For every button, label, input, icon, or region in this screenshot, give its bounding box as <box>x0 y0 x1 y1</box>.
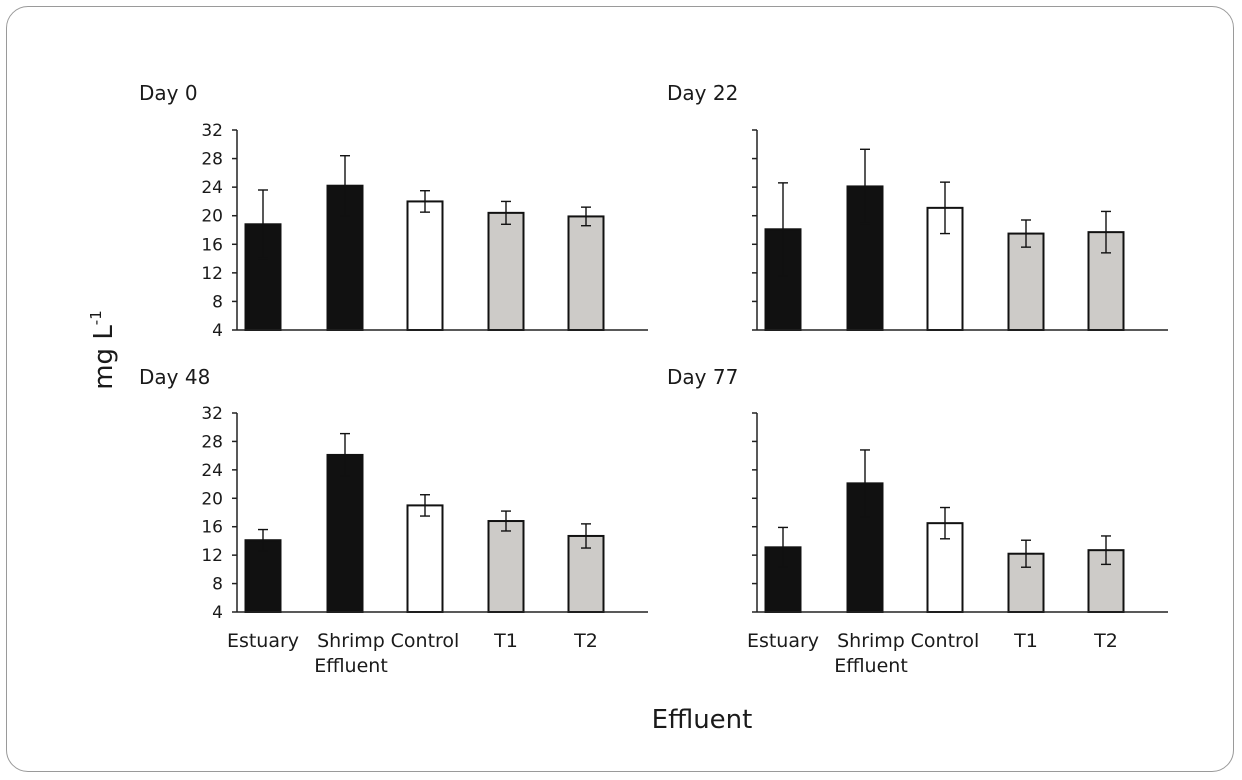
panel-title: Day 48 <box>139 365 210 389</box>
panel-title: Day 0 <box>139 81 198 105</box>
bar <box>1007 232 1045 331</box>
x-tick-label: Control <box>911 630 980 652</box>
y-tick-label: 12 <box>201 264 223 284</box>
x-tick-label: T2 <box>573 630 598 652</box>
x-tick-label: T2 <box>1093 630 1118 652</box>
y-tick-label: 8 <box>212 292 223 312</box>
y-tick-label: 16 <box>201 518 223 538</box>
chart-panel-2: Day 48 4 8 12 16 20 24 28 32 Estuary Shrimp Effluen… <box>139 365 648 677</box>
y-tick-label: 4 <box>212 603 223 623</box>
x-tick-label: Estuary <box>747 630 819 652</box>
bar <box>326 453 364 613</box>
bar <box>487 520 525 613</box>
y-tick-label: 20 <box>201 489 223 509</box>
x-tick-label: Control <box>391 630 460 652</box>
bar <box>406 504 444 613</box>
bar <box>487 211 525 332</box>
y-tick-label: 20 <box>201 207 223 227</box>
x-tick-label: Shrimp <box>837 630 905 652</box>
y-tick-label: 28 <box>201 432 223 452</box>
y-tick-label: 32 <box>201 121 223 141</box>
chart-panel-0: Day 0 4 8 12 16 20 24 28 32 <box>139 81 648 341</box>
bar <box>567 215 605 331</box>
x-tick-label: T1 <box>493 630 518 652</box>
x-tick-label: Effluent <box>314 655 388 677</box>
chart-panel-1: Day 22 <box>667 81 1168 332</box>
bar <box>406 200 444 331</box>
panel-title: Day 22 <box>667 81 738 105</box>
y-tick-label: 24 <box>201 178 223 198</box>
y-tick-label: 24 <box>201 461 223 481</box>
y-tick-label: 32 <box>201 404 223 424</box>
y-tick-label: 28 <box>201 150 223 170</box>
x-tick-label: T1 <box>1013 630 1038 652</box>
y-tick-label: 16 <box>201 235 223 255</box>
x-tick-label: Shrimp <box>317 630 385 652</box>
y-axis-label: mg L-1 <box>87 310 119 390</box>
x-tick-label: Estuary <box>227 630 299 652</box>
panel-title: Day 77 <box>667 365 738 389</box>
x-tick-label: Effluent <box>834 655 908 677</box>
y-tick-label: 12 <box>201 546 223 566</box>
figure-frame <box>6 6 1234 772</box>
y-tick-label: 4 <box>212 321 223 341</box>
x-axis-label: Effluent <box>652 705 753 735</box>
y-tick-label: 8 <box>212 575 223 595</box>
